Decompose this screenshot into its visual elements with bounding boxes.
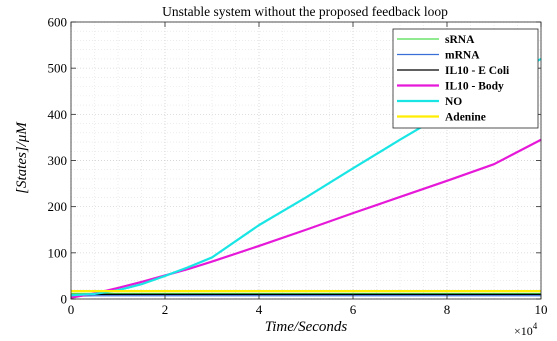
x-tick-label: 10	[535, 302, 548, 317]
chart-title: Unstable system without the proposed fee…	[162, 4, 448, 19]
y-tick-label: 100	[48, 245, 68, 260]
legend-box	[392, 28, 539, 129]
y-tick-label: 300	[48, 153, 68, 168]
x-axis-label: Time/Seconds	[265, 319, 348, 335]
legend-label: Adenine	[445, 112, 486, 124]
series-line-il10-body	[70, 138, 542, 299]
y-tick-label: 200	[48, 199, 68, 214]
axes	[70, 21, 542, 300]
x-multiplier-exponent: 4	[533, 321, 538, 331]
y-tick-label: 0	[61, 292, 68, 307]
x-tick-label: 4	[256, 302, 263, 317]
x-multiplier-base: ×10	[514, 324, 533, 338]
legend-label: sRNA	[445, 34, 475, 46]
y-tick-label: 400	[48, 107, 68, 122]
legend: sRNA mRNA IL10 - E Coli IL10 - Body NO Adenin…	[392, 28, 539, 129]
y-axis-label: [States]/μM	[14, 121, 30, 194]
y-tick-label: 600	[48, 15, 68, 30]
legend-label: IL10 - Body	[445, 81, 504, 93]
legend-label: NO	[445, 96, 462, 108]
x-axis-multiplier: ×104	[514, 321, 538, 338]
y-tick-label: 500	[48, 61, 68, 76]
legend-label: mRNA	[445, 50, 480, 62]
legend-label: IL10 - E Coli	[445, 65, 510, 77]
x-tick-label: 2	[162, 302, 169, 317]
x-tick-label: 8	[444, 302, 451, 317]
x-tick-label: 6	[350, 302, 357, 317]
x-tick-label: 0	[68, 302, 75, 317]
